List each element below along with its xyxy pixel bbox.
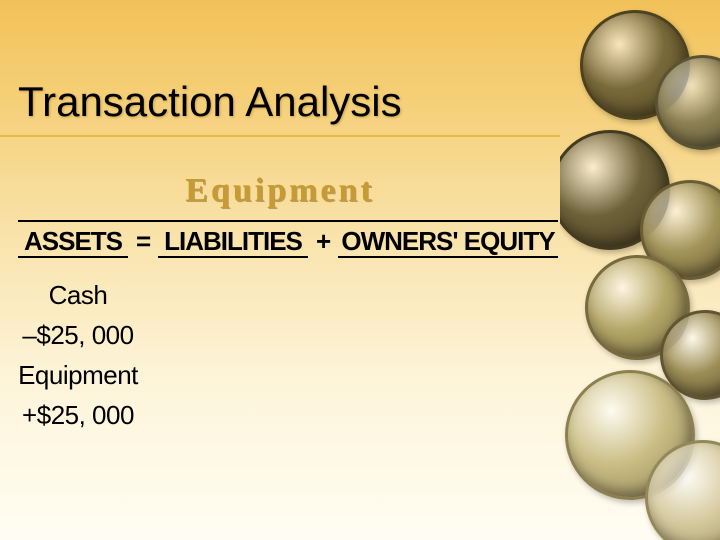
item-label: Cash [18,275,138,315]
coins-image-band [560,0,720,540]
item-amount: +$25, 000 [18,395,138,435]
slide-subtitle: Equipment [0,172,560,210]
accounting-equation: ASSETS = LIABILITIES + OWNERS' EQUITY [18,226,558,266]
title-divider [0,135,560,137]
equation-owners-equity: OWNERS' EQUITY [338,226,558,257]
transaction-items: Cash –$25, 000 Equipment +$25, 000 [18,275,138,435]
plus-sign: + [316,226,330,257]
item-amount: –$25, 000 [18,315,138,355]
equals-sign: = [136,226,150,257]
slide: Transaction Analysis Equipment ASSETS = … [0,0,720,540]
equation-liabilities: LIABILITIES [158,226,308,257]
slide-title: Transaction Analysis [18,78,402,126]
item-label: Equipment [18,355,138,395]
equation-assets: ASSETS [18,226,128,257]
